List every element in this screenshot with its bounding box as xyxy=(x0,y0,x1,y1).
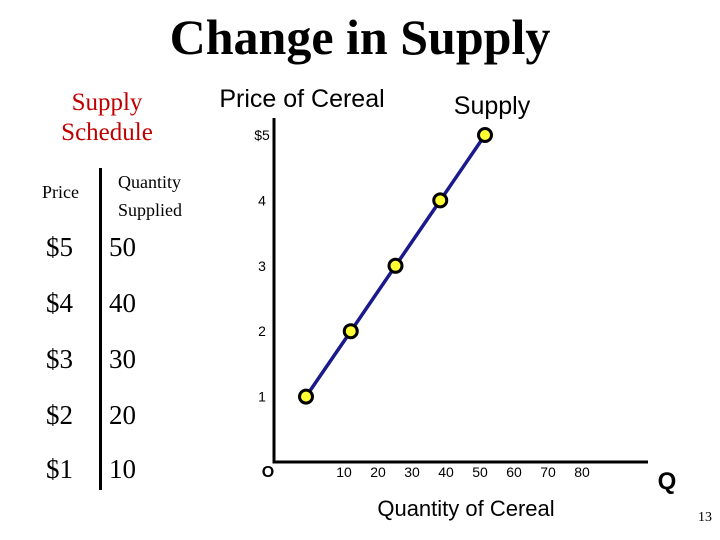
supply-point-3 xyxy=(387,257,404,274)
schedule-title-line2: Schedule xyxy=(61,119,153,146)
supply-schedule-table: Price Quantity Supplied $5 50 $4 40 $3 3… xyxy=(36,160,208,490)
x-tick-label: 80 xyxy=(574,464,590,480)
page-number: 13 xyxy=(698,510,712,525)
header-price: Price xyxy=(42,182,79,202)
chart-series xyxy=(298,127,493,405)
row-price-2: $4 xyxy=(46,288,73,318)
supply-point-4 xyxy=(432,192,449,209)
x-tick-label: 60 xyxy=(506,464,522,480)
x-tick-label: 50 xyxy=(472,464,488,480)
row-qty-4: 20 xyxy=(109,400,136,430)
schedule-title: Supply Schedule xyxy=(40,88,174,148)
schedule-title-line1: Supply xyxy=(71,89,143,116)
x-axis-title: Quantity of Cereal xyxy=(377,496,554,521)
x-tick-label: 40 xyxy=(438,464,454,480)
chart-axes xyxy=(272,118,648,464)
x-tick-label: 30 xyxy=(404,464,420,480)
series-label-supply: Supply xyxy=(454,92,531,120)
header-quantity-line1: Quantity xyxy=(118,172,181,192)
row-qty-2: 40 xyxy=(109,288,136,318)
supply-point-5 xyxy=(477,127,493,143)
header-quantity: Quantity Supplied xyxy=(118,168,182,224)
table-divider xyxy=(99,168,102,490)
chart-labels: Supply Price of Cereal Quantity of Cereal Q xyxy=(219,85,676,521)
row-qty-3: 30 xyxy=(109,344,136,374)
row-price-1: $5 xyxy=(46,232,73,262)
row-qty-5: 10 xyxy=(109,454,136,484)
header-quantity-line2: Supplied xyxy=(118,200,183,220)
row-price-5: $1 xyxy=(46,454,73,484)
supply-point-1 xyxy=(298,388,314,405)
y-tick-label: 3 xyxy=(258,258,266,274)
x-axis-end-label: Q xyxy=(658,468,677,495)
slide-title: Change in Supply xyxy=(169,9,551,65)
supply-point-2 xyxy=(342,323,359,340)
y-tick-label: 1 xyxy=(258,389,266,405)
row-price-4: $2 xyxy=(46,400,73,430)
y-tick-label: 2 xyxy=(258,323,266,339)
row-price-3: $3 xyxy=(46,344,73,374)
y-tick-label: 4 xyxy=(258,192,266,208)
y-tick-label: $5 xyxy=(254,127,270,143)
x-tick-label: 20 xyxy=(370,464,386,480)
origin-label: O xyxy=(262,464,274,481)
chart-ticks: 10 20 30 40 50 60 70 80 1 2 3 4 $5 O xyxy=(254,127,590,481)
x-tick-label: 10 xyxy=(336,464,352,480)
row-qty-1: 50 xyxy=(109,232,136,262)
y-axis-title: Price of Cereal xyxy=(219,85,384,113)
x-tick-label: 70 xyxy=(540,464,556,480)
